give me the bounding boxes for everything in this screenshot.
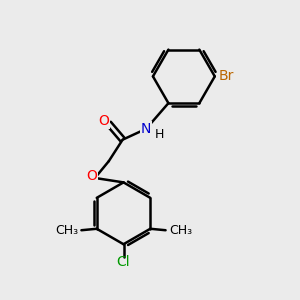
Text: H: H <box>154 128 164 141</box>
Text: CH₃: CH₃ <box>55 224 78 237</box>
Text: N: N <box>141 122 152 136</box>
Text: O: O <box>86 169 97 184</box>
Text: CH₃: CH₃ <box>169 224 192 237</box>
Text: O: O <box>98 114 109 128</box>
Text: Br: Br <box>218 69 234 83</box>
Text: Cl: Cl <box>117 255 130 269</box>
